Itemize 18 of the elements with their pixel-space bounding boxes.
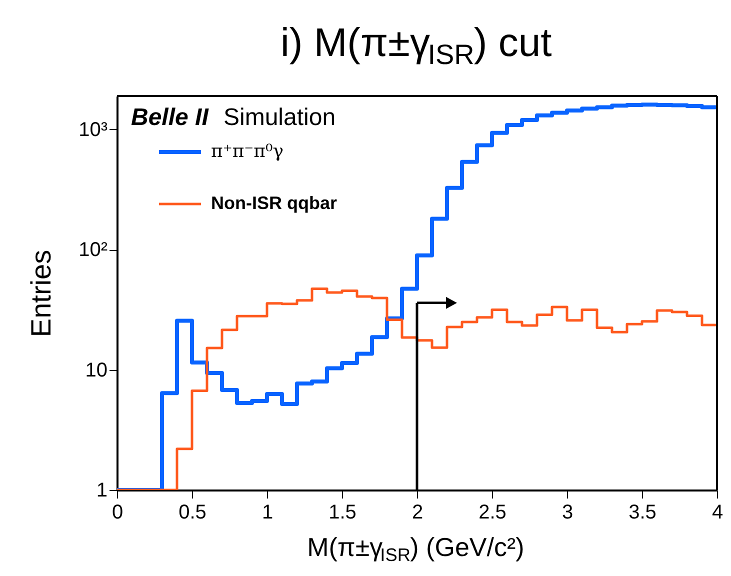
annotation: Simulation	[224, 104, 336, 131]
y-axis-title: Entries	[26, 250, 57, 338]
y-tick-label: 10³	[78, 118, 108, 141]
x-tick-label: 0.5	[178, 502, 206, 524]
y-tick-label: 10²	[78, 239, 108, 262]
x-tick-label: 2.5	[478, 502, 506, 524]
x-tick-label: 2	[412, 502, 424, 524]
x-tick-label: 1	[262, 502, 274, 524]
x-tick-label: 3	[562, 502, 574, 524]
x-tick-label: 0	[112, 502, 124, 524]
y-tick-label: 10	[85, 359, 108, 382]
x-tick-label: 3.5	[628, 502, 656, 524]
y-tick-label: 1	[96, 480, 108, 502]
annotation: Belle II	[131, 104, 210, 131]
x-tick-label: 1.5	[328, 502, 356, 524]
legend-label: π⁺π⁻π⁰γ	[211, 141, 284, 162]
legend-label: Non-ISR qqbar	[211, 193, 337, 213]
x-tick-label: 4	[712, 502, 724, 524]
